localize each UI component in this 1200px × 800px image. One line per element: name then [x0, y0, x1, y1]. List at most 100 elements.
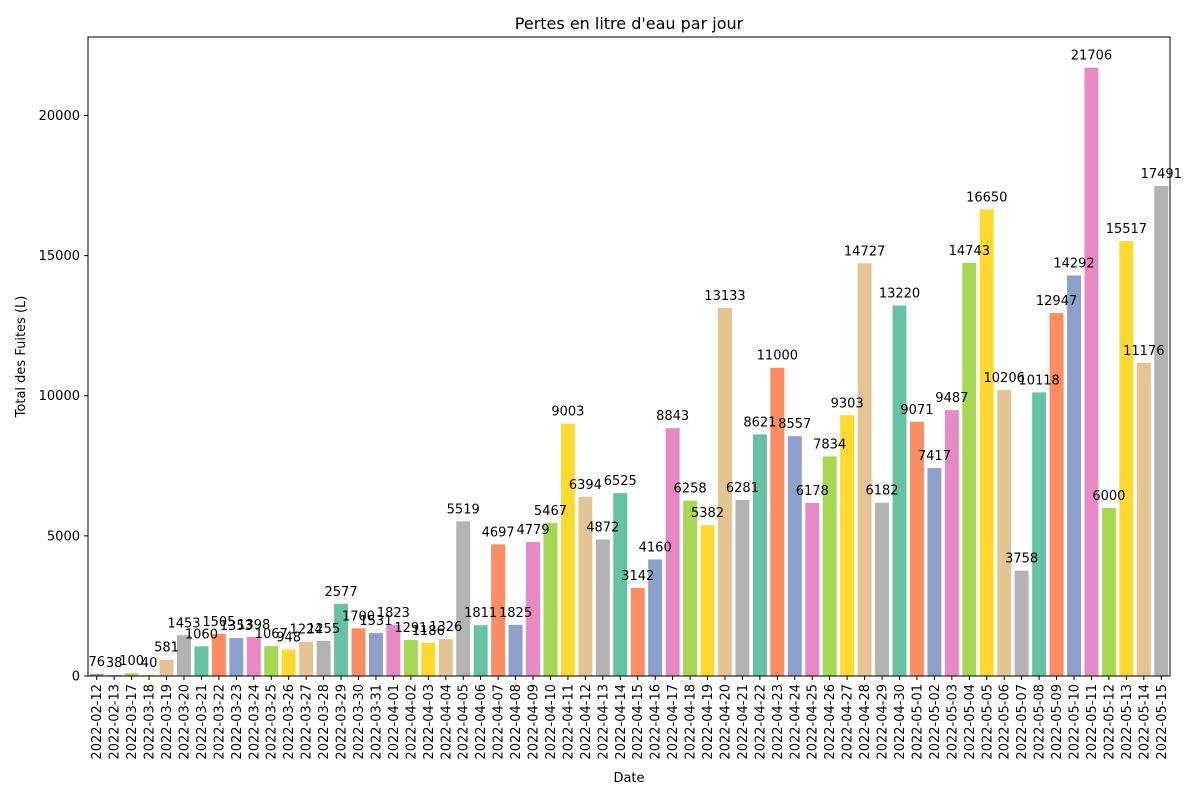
bar-2022-03-28 [316, 640, 331, 676]
x-tick-label: 2022-04-28 [858, 684, 873, 760]
bar-2022-03-27 [299, 641, 314, 676]
x-tick-label: 2022-03-25 [265, 684, 280, 760]
bar-2022-04-24 [787, 436, 802, 676]
x-tick-label: 2022-03-29 [335, 684, 350, 760]
bar-2022-03-18 [142, 674, 157, 676]
bar-value-label: 2577 [325, 585, 358, 600]
x-tick-label: 2022-05-15 [1155, 684, 1170, 760]
x-tick-label: 2022-05-01 [910, 684, 925, 760]
x-tick-label: 2022-04-09 [527, 684, 542, 760]
bar-2022-04-05 [456, 521, 471, 676]
bar-value-label: 1067 [255, 627, 288, 642]
x-tick-label: 2022-05-10 [1068, 684, 1083, 760]
x-tick-label: 2022-04-11 [561, 684, 576, 760]
bar-value-label: 15517 [1106, 222, 1147, 237]
bars-group [89, 67, 1169, 677]
bar-value-label: 12947 [1036, 294, 1077, 309]
bar-2022-04-11 [560, 423, 575, 676]
x-tick-label: 2022-05-03 [945, 684, 960, 760]
bar-2022-04-21 [735, 499, 750, 676]
x-tick-label: 2022-05-02 [928, 684, 943, 760]
x-tick-label: 2022-05-12 [1102, 684, 1117, 760]
bar-value-label: 1453 [167, 616, 200, 631]
x-tick-label: 2022-05-07 [1015, 684, 1030, 760]
x-tick-label: 2022-04-02 [404, 684, 419, 760]
bar-2022-04-26 [822, 456, 837, 676]
bar-value-label: 1505 [202, 615, 235, 630]
bar-value-label: 1353 [220, 619, 253, 634]
bar-value-label: 1291 [394, 621, 427, 636]
x-tick-label: 2022-03-28 [317, 684, 332, 760]
bar-2022-04-10 [543, 522, 558, 676]
bar-value-label: 11000 [757, 349, 798, 364]
plot-frame [87, 36, 1171, 677]
bar-value-label: 14727 [844, 244, 885, 259]
x-tick-label: 2022-04-13 [596, 684, 611, 760]
bar-2022-03-21 [194, 646, 209, 676]
bar-value-label: 38 [106, 656, 123, 671]
bar-2022-04-02 [403, 639, 418, 676]
y-tick-label: 15000 [39, 249, 80, 264]
bar-2022-04-08 [508, 624, 523, 676]
bar-value-label: 1531 [359, 614, 392, 629]
bar-2022-04-03 [421, 642, 436, 676]
bar-2022-05-03 [944, 410, 959, 676]
x-tick-label: 2022-03-17 [125, 684, 140, 760]
bar-value-label: 9487 [935, 391, 968, 406]
bar-2022-05-13 [1119, 241, 1134, 676]
x-tick-label: 2022-03-23 [230, 684, 245, 760]
bar-value-label: 76 [88, 655, 105, 670]
bar-value-label: 16650 [966, 190, 1007, 205]
x-tick-label: 2022-04-12 [579, 684, 594, 760]
bar-value-label: 100 [119, 654, 144, 669]
bar-2022-03-24 [246, 636, 261, 676]
bar-2022-05-10 [1067, 275, 1081, 676]
x-tick-label: 2022-04-29 [876, 684, 891, 760]
bar-value-label: 6000 [1092, 489, 1125, 504]
x-tick-label: 2022-03-27 [300, 684, 315, 760]
bar-value-label: 6182 [866, 484, 899, 499]
bar-2022-04-17 [665, 428, 680, 676]
bar-2022-04-04 [438, 638, 453, 676]
bar-value-label: 3142 [621, 569, 654, 584]
x-tick-label: 2022-04-05 [457, 684, 472, 760]
x-tick-label: 2022-02-13 [108, 684, 123, 760]
x-tick-label: 2022-04-27 [841, 684, 856, 760]
bar-2022-04-13 [595, 539, 610, 676]
x-tick-label: 2022-05-05 [980, 684, 995, 760]
x-tick-label: 2022-03-24 [247, 684, 262, 760]
bar-2022-03-26 [281, 649, 296, 676]
bar-2022-03-17 [124, 673, 139, 676]
chart-title: Pertes en litre d'eau par jour [515, 14, 744, 33]
bar-value-label: 4697 [482, 525, 515, 540]
bar-2022-05-02 [927, 468, 942, 676]
bar-value-label: 9071 [900, 403, 933, 418]
bar-value-label: 1823 [377, 606, 410, 621]
y-tick-label: 0 [72, 670, 80, 685]
x-tick-label: 2022-05-06 [998, 684, 1013, 760]
bar-value-label: 13220 [879, 286, 920, 301]
x-tick-label: 2022-05-09 [1050, 684, 1065, 760]
x-tick-label: 2022-03-21 [195, 684, 210, 760]
bar-value-label: 10118 [1018, 373, 1059, 388]
bar-value-label: 5467 [534, 504, 567, 519]
bar-value-label: 11176 [1123, 344, 1164, 359]
bar-2022-05-05 [979, 209, 994, 677]
bar-value-label: 1825 [499, 606, 532, 621]
x-tick-label: 2022-04-01 [387, 684, 402, 760]
bar-labels-group: 76 38100405811453106015051353139810679481… [88, 49, 1181, 671]
bar-2022-04-19 [700, 525, 715, 676]
x-tick-label: 2022-03-22 [212, 684, 227, 760]
bar-value-label: 1700 [342, 609, 375, 624]
bar-2022-04-09 [526, 542, 540, 676]
bar-2022-04-07 [491, 544, 506, 676]
x-tick-label: 2022-04-23 [771, 684, 786, 760]
bar-2022-03-19 [159, 659, 174, 676]
x-tick-label: 2022-05-14 [1137, 684, 1152, 760]
bar-2022-03-20 [177, 635, 191, 676]
y-tick-label: 5000 [47, 529, 80, 544]
bar-value-label: 8843 [656, 409, 689, 424]
x-tick-label: 2022-03-20 [177, 684, 192, 760]
x-tick-label: 2022-03-18 [143, 684, 158, 760]
